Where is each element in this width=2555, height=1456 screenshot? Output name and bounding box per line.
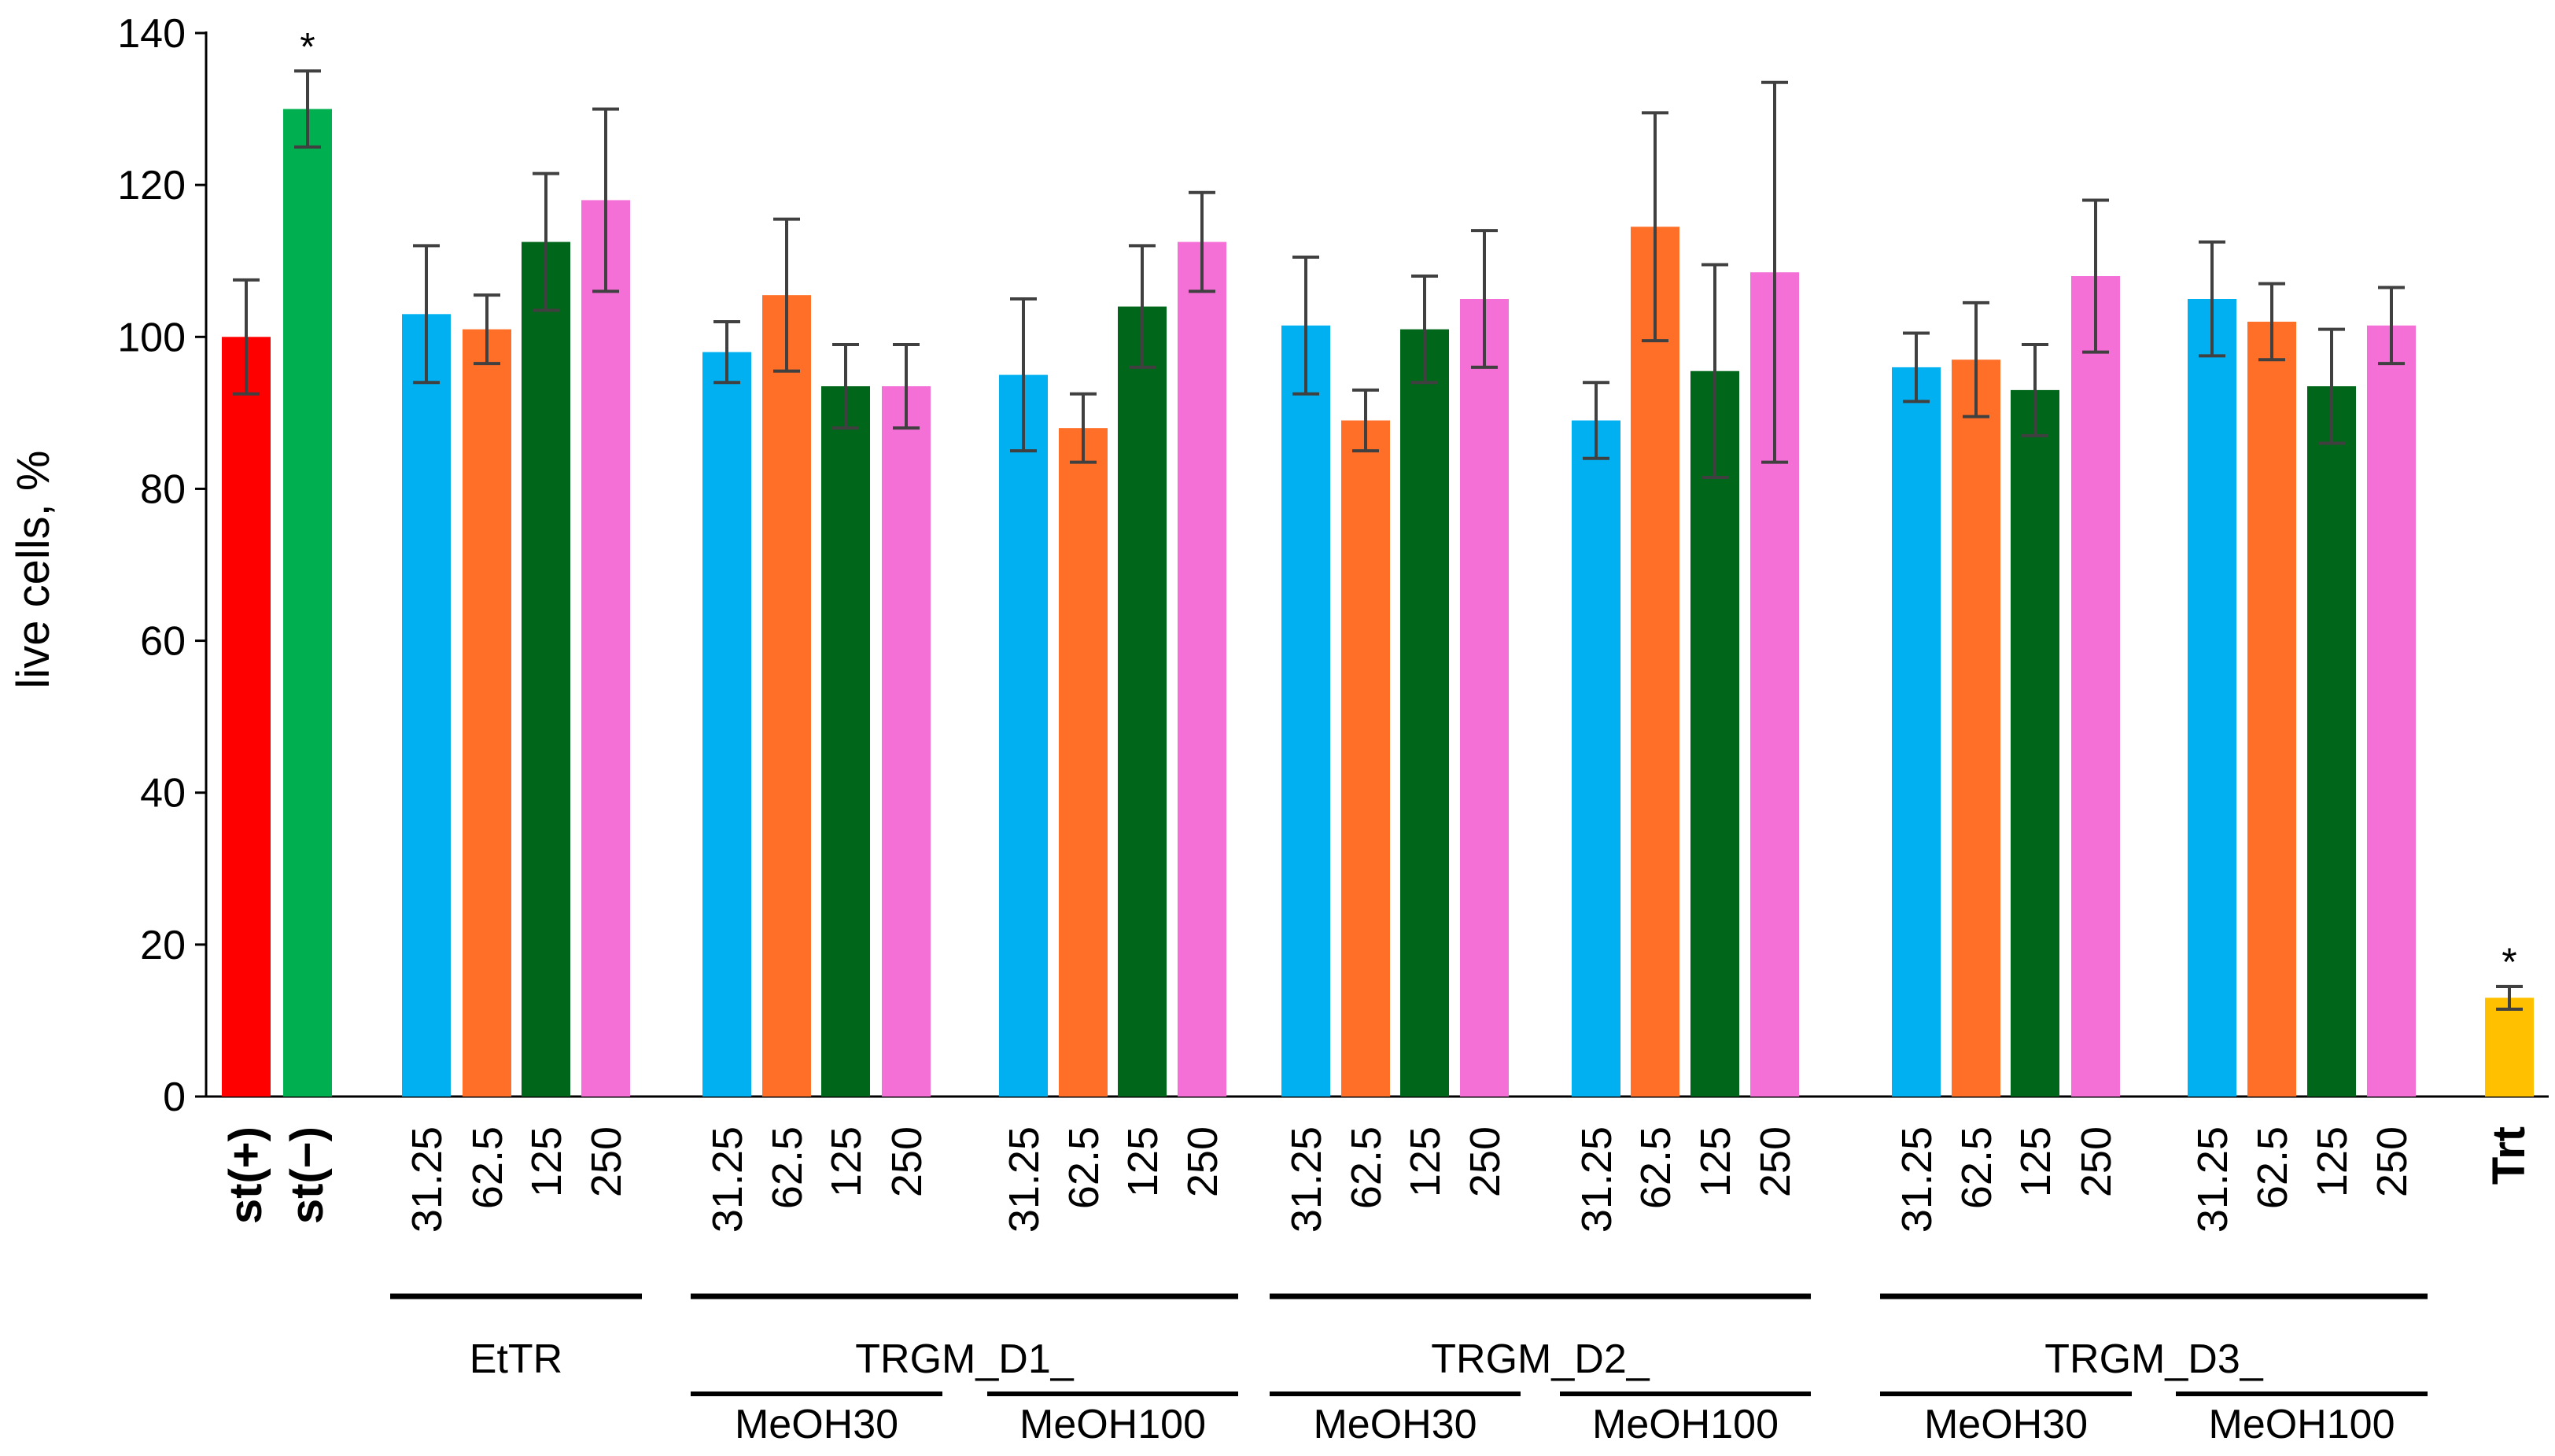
x-tick-label: 31.25 — [1283, 1126, 1330, 1233]
x-tick-label: 125 — [1692, 1126, 1739, 1197]
bar — [882, 386, 931, 1097]
y-axis-ticks: 0 20 40 60 80 100 120 140 — [117, 11, 206, 1120]
x-tick-label: 62.5 — [1060, 1126, 1108, 1209]
bar — [463, 329, 511, 1097]
bar — [2485, 997, 2534, 1097]
x-tick-label: 250 — [1752, 1126, 1799, 1197]
bar — [2367, 325, 2416, 1097]
x-tick-label: 250 — [2073, 1126, 2120, 1197]
x-tick-label: 250 — [2369, 1126, 2416, 1197]
group-label: EtTR — [470, 1336, 562, 1382]
bar — [1341, 420, 1390, 1097]
x-tick-label: 62.5 — [1343, 1126, 1390, 1209]
x-tick-label: 62.5 — [464, 1126, 511, 1209]
significance-markers: ** — [300, 24, 2516, 984]
x-tick-label: 125 — [523, 1126, 570, 1197]
x-tick-label: 250 — [1179, 1126, 1226, 1197]
subgroup-label: MeOH30 — [1924, 1402, 2088, 1447]
x-tick-label: 31.25 — [1001, 1126, 1048, 1233]
bar — [1690, 370, 1739, 1097]
x-tick-label: 62.5 — [1953, 1126, 2000, 1209]
x-tick-label: st(−) — [282, 1126, 333, 1224]
x-tick-label: 62.5 — [2249, 1126, 2296, 1209]
bar — [2307, 386, 2356, 1097]
bar — [1059, 428, 1108, 1097]
x-tick-label: 31.25 — [1893, 1126, 1941, 1233]
bar — [999, 374, 1048, 1097]
bar — [2071, 276, 2120, 1097]
error-bars — [233, 69, 2523, 1011]
bar — [2188, 299, 2236, 1097]
subgroup-label: MeOH100 — [1019, 1402, 1206, 1447]
y-tick-label: 80 — [140, 466, 186, 512]
bar — [1400, 329, 1449, 1097]
y-tick-label: 20 — [140, 923, 186, 968]
x-tick-label: 125 — [2309, 1126, 2356, 1197]
significance-asterisk: * — [2502, 940, 2516, 984]
bar — [1952, 359, 2000, 1097]
x-tick-label: 31.25 — [1573, 1126, 1620, 1233]
x-tick-label: 250 — [1462, 1126, 1509, 1197]
bar — [1178, 241, 1226, 1097]
bar — [402, 314, 451, 1097]
bar — [2011, 389, 2059, 1097]
group-labels: EtTR TRGM_D1_ TRGM_D2_ TRGM_D3_ MeOH30 MeOH10… — [390, 1293, 2428, 1447]
x-tick-label: 31.25 — [704, 1126, 751, 1233]
x-tick-label: 31.25 — [404, 1126, 451, 1233]
subgroup-label: MeOH30 — [735, 1402, 898, 1447]
bar — [1281, 325, 1330, 1097]
y-tick-label: 0 — [163, 1074, 186, 1120]
group-label: TRGM_D3_ — [2044, 1336, 2263, 1382]
bar — [522, 241, 570, 1097]
y-tick-label: 100 — [117, 315, 186, 360]
bar — [1118, 306, 1167, 1097]
subgroup-label: MeOH30 — [1313, 1402, 1477, 1447]
x-tick-label: 250 — [583, 1126, 630, 1197]
significance-asterisk: * — [300, 24, 315, 68]
bar — [581, 200, 630, 1097]
x-tick-label: 31.25 — [2189, 1126, 2236, 1233]
subgroup-label: MeOH100 — [1592, 1402, 1779, 1447]
y-axis-label: live cells, % — [8, 451, 59, 689]
x-tick-label: 125 — [2012, 1126, 2059, 1197]
bar — [222, 337, 271, 1097]
bar — [283, 109, 332, 1097]
y-tick-label: 40 — [140, 771, 186, 816]
bar — [1572, 420, 1620, 1097]
x-tick-label: Trt — [2483, 1126, 2535, 1185]
x-tick-label: st(+) — [220, 1126, 271, 1224]
bar — [2247, 321, 2296, 1097]
bar — [1892, 367, 1941, 1097]
bar — [702, 352, 751, 1097]
x-tick-label: 125 — [823, 1126, 870, 1197]
group-label: TRGM_D1_ — [855, 1336, 1074, 1382]
group-label: TRGM_D2_ — [1431, 1336, 1650, 1382]
x-tick-label: 125 — [1119, 1126, 1167, 1197]
y-tick-label: 140 — [117, 11, 186, 57]
x-tick-label: 125 — [1402, 1126, 1449, 1197]
x-tick-label: 62.5 — [1632, 1126, 1679, 1209]
bar — [1631, 227, 1679, 1097]
bar — [762, 295, 811, 1097]
subgroup-label: MeOH100 — [2209, 1402, 2395, 1447]
chart-bars — [222, 109, 2534, 1097]
x-tick-label: 250 — [883, 1126, 931, 1197]
y-tick-label: 60 — [140, 619, 186, 665]
bar — [821, 386, 870, 1097]
y-tick-label: 120 — [117, 163, 186, 208]
x-tick-label: 62.5 — [764, 1126, 811, 1209]
x-axis-labels: st(+) st(−) 31.25 62.5 125 250 31.25 62.5 125 250… — [220, 1126, 2535, 1233]
bar — [1460, 299, 1509, 1097]
